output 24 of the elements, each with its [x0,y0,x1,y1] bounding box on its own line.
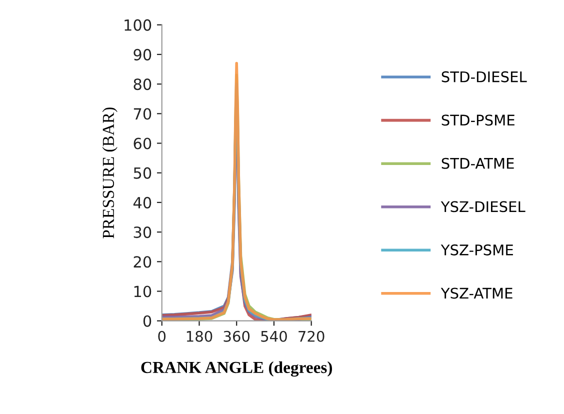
legend-label: STD-DIESEL [442,71,527,82]
x-tick-label: 540 [261,330,287,342]
y-tick-label: 10 [134,286,152,298]
y-tick-label: 20 [134,256,152,268]
x-axis-title: CRANK ANGLE (degrees) [141,361,332,377]
x-tick-label: 0 [158,330,166,342]
legend-label: YSZ-PSME [440,244,513,256]
legend-label: YSZ-DIESEL [440,201,526,212]
y-tick-label: 80 [134,78,152,90]
y-tick-label: 60 [134,138,152,150]
x-tick-label: 720 [298,330,324,342]
legend-label: STD-ATME [442,158,514,169]
y-tick-label: 100 [124,19,152,31]
y-tick-label: 90 [134,48,152,60]
legend-label: YSZ-ATME [440,288,512,299]
y-tick-label: 40 [133,196,152,208]
y-tick-label: 50 [134,167,152,179]
y-tick-label: 70 [134,108,152,120]
y-tick-label: 0 [143,315,152,327]
legend-label: STD-PSME [442,114,514,126]
y-axis-title: PRESSURE (BAR) [102,108,118,238]
y-tick-label: 30 [134,226,152,238]
x-tick-label: 180 [186,330,212,342]
x-tick-label: 360 [224,330,250,342]
